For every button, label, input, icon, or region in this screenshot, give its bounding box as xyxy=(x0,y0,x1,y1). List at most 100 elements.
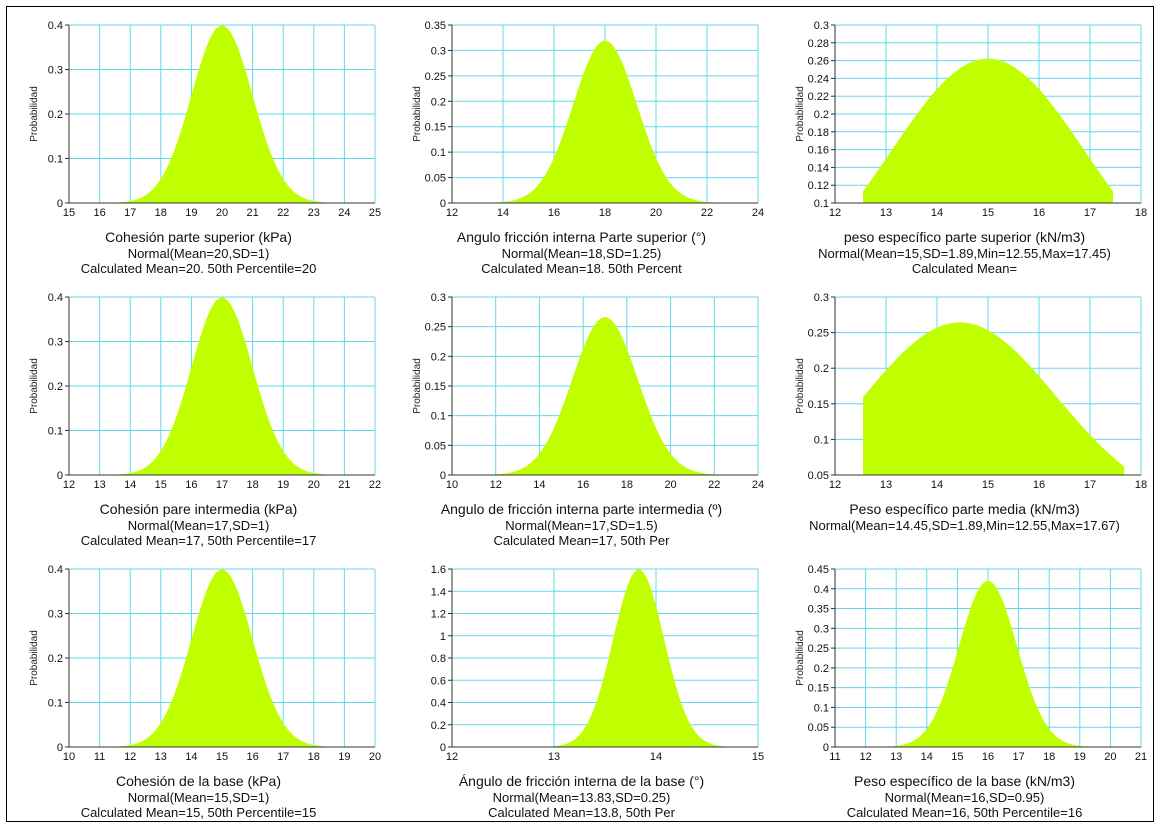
chart-svg: 15 16 17 18 19 20 21 22 23 24 25 0 0.1 0.2 0.3 0.4 Proba… xyxy=(29,20,381,219)
chart-subtitle-line: Calculated Mean=18. 50th Percent xyxy=(481,261,682,276)
y-tick-label: 0.3 xyxy=(48,65,63,77)
chart-svg: 12 13 14 15 16 17 18 0.05 0.1 0.15 0.2 0.25 0.3 Proba… xyxy=(795,292,1147,491)
x-tick-label: 15 xyxy=(982,207,994,219)
y-tick-label: 0.24 xyxy=(808,73,829,85)
y-tick-label: 0.1 xyxy=(48,426,63,438)
chart-panel: 10 12 14 16 18 20 22 24 0 0.05 0.1 0.15 0.2 0.25 0.3 Pr… xyxy=(390,279,773,551)
x-tick-label: 14 xyxy=(931,207,943,219)
x-tick-label: 16 xyxy=(246,751,258,763)
chart-svg: 10 11 12 13 14 15 16 17 18 19 20 0 0.1 0.2 0.3 0.4 Proba… xyxy=(29,564,381,763)
x-tick-label: 20 xyxy=(664,479,676,491)
y-axis-title: Probabilidad xyxy=(412,358,423,414)
chart-subtitle-line: Normal(Mean=17,SD=1) xyxy=(127,518,270,533)
x-tick-label: 17 xyxy=(124,207,136,219)
x-tick-label: 12 xyxy=(829,207,841,219)
chart-panel: 12 13 14 15 16 17 18 0.05 0.1 0.15 0.2 0.25 0.3 Proba… xyxy=(773,279,1156,551)
y-tick-label: 0.25 xyxy=(808,328,829,340)
y-axis-title: Probabilidad xyxy=(795,630,806,686)
y-tick-label: 0.4 xyxy=(814,584,829,596)
x-tick-label: 16 xyxy=(577,479,589,491)
x-tick-label: 18 xyxy=(308,751,320,763)
y-tick-label: 0.2 xyxy=(431,96,446,108)
y-tick-label: 0.2 xyxy=(48,109,63,121)
x-tick-label: 24 xyxy=(338,207,350,219)
y-tick-label: 0.8 xyxy=(431,653,446,665)
y-tick-label: 0.2 xyxy=(814,663,829,675)
y-tick-label: 0 xyxy=(823,742,829,754)
y-tick-label: 0.3 xyxy=(814,623,829,635)
y-axis-title: Probabilidad xyxy=(29,630,40,686)
y-tick-label: 0.05 xyxy=(808,470,829,482)
chart-svg: 12 13 14 15 0 0.2 0.4 0.6 0.8 1 1.2 1.4 1.6 xyxy=(431,564,764,763)
x-tick-label: 12 xyxy=(446,207,458,219)
x-tick-label: 22 xyxy=(708,479,720,491)
y-tick-label: 0.3 xyxy=(48,609,63,621)
x-tick-label: 12 xyxy=(490,479,502,491)
y-tick-label: 0.25 xyxy=(425,71,446,83)
chart-title: peso específico parte superior (kN/m3) xyxy=(843,229,1086,245)
chart-subtitle-line: Normal(Mean=13.83,SD=0.25) xyxy=(492,790,671,805)
y-axis-title: Probabilidad xyxy=(795,358,806,414)
chart-subtitle-line: Calculated Mean= xyxy=(911,261,1018,276)
x-tick-label: 24 xyxy=(752,207,764,219)
x-tick-label: 17 xyxy=(216,479,228,491)
x-tick-label: 18 xyxy=(246,479,258,491)
y-tick-label: 0.28 xyxy=(808,38,829,50)
y-tick-label: 1.6 xyxy=(431,564,446,576)
y-tick-label: 0.4 xyxy=(48,292,63,304)
distribution-area xyxy=(69,569,375,747)
y-tick-label: 0.26 xyxy=(808,56,829,68)
x-tick-label: 16 xyxy=(548,207,560,219)
chart-panel: 12 13 14 15 16 17 18 19 20 21 22 0 0.1 0.2 0.3 0.4 Proba… xyxy=(7,279,390,551)
x-tick-label: 23 xyxy=(308,207,320,219)
x-tick-label: 18 xyxy=(621,479,633,491)
x-tick-label: 14 xyxy=(124,479,136,491)
y-tick-label: 0.05 xyxy=(808,722,829,734)
x-tick-label: 12 xyxy=(859,751,871,763)
x-tick-label: 17 xyxy=(1084,207,1096,219)
chart-subtitle-line: Calculated Mean=16, 50th Percentile=16 xyxy=(846,805,1083,820)
chart-caption: Ángulo de fricción interna de la base (°… xyxy=(390,773,773,820)
x-tick-label: 25 xyxy=(369,207,381,219)
y-tick-label: 0 xyxy=(440,470,446,482)
chart-panel: 15 16 17 18 19 20 21 22 23 24 25 0 0.1 0.2 0.3 0.4 Proba… xyxy=(7,7,390,279)
x-tick-label: 13 xyxy=(155,751,167,763)
chart-subtitle-line: Normal(Mean=17,SD=1.5) xyxy=(505,518,658,533)
y-tick-label: 0.3 xyxy=(431,45,446,57)
x-tick-label: 19 xyxy=(185,207,197,219)
y-tick-label: 0.1 xyxy=(814,702,829,714)
distribution-area xyxy=(863,322,1125,475)
chart-caption: Peso específico parte media (kN/m3) Norma… xyxy=(773,501,1156,533)
chart-svg: 10 12 14 16 18 20 22 24 0 0.05 0.1 0.15 0.2 0.25 0.3 Pr… xyxy=(412,292,764,491)
y-tick-label: 0.2 xyxy=(431,351,446,363)
y-tick-label: 0.2 xyxy=(48,381,63,393)
y-tick-label: 0.05 xyxy=(425,440,446,452)
x-tick-label: 16 xyxy=(1033,479,1045,491)
x-tick-label: 11 xyxy=(829,751,840,763)
chart-subtitle-line: Calculated Mean=17, 50th Per xyxy=(493,533,670,548)
chart-title: Peso específico parte media (kN/m3) xyxy=(849,501,1080,517)
y-tick-label: 0.1 xyxy=(814,434,829,446)
chart-subtitle-line: Normal(Mean=15,SD=1) xyxy=(127,790,270,805)
x-tick-label: 19 xyxy=(277,479,289,491)
distribution-area xyxy=(835,580,1141,747)
y-tick-label: 0.15 xyxy=(808,683,829,695)
chart-caption: peso específico parte superior (kN/m3) No… xyxy=(773,229,1156,276)
y-tick-label: 0.2 xyxy=(814,363,829,375)
chart-title: Cohesión pare intermedia (kPa) xyxy=(99,501,298,517)
y-tick-label: 0 xyxy=(440,742,446,754)
x-tick-label: 17 xyxy=(277,751,289,763)
x-tick-label: 16 xyxy=(185,479,197,491)
y-tick-label: 1 xyxy=(440,631,446,643)
y-tick-label: 0.25 xyxy=(808,643,829,655)
x-tick-label: 12 xyxy=(124,751,136,763)
x-tick-label: 20 xyxy=(650,207,662,219)
chart-panel: 11 12 13 14 15 16 17 18 19 20 21 0 0.05 0.1 0.15 0.2 0.2… xyxy=(773,551,1156,823)
x-tick-label: 15 xyxy=(982,479,994,491)
y-tick-label: 0.2 xyxy=(48,653,63,665)
x-tick-label: 18 xyxy=(1135,207,1147,219)
x-tick-label: 11 xyxy=(94,751,105,763)
distribution-area xyxy=(863,58,1113,203)
x-tick-label: 20 xyxy=(308,479,320,491)
x-tick-label: 18 xyxy=(599,207,611,219)
